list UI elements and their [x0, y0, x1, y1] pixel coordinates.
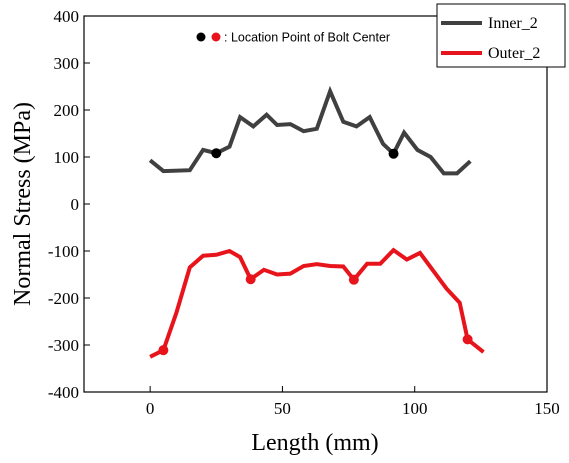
y-tick-label: 0: [71, 195, 80, 214]
series-layer: [148, 85, 485, 359]
plot-frame: [83, 15, 548, 393]
y-tick-label: -400: [48, 383, 79, 402]
legend-label-inner: Inner_2: [488, 15, 538, 32]
annotation: : Location Point of Bolt Center: [196, 31, 390, 45]
y-tick-label: 300: [54, 54, 80, 73]
bolt-center-point: [388, 148, 399, 159]
legend: Inner_2 Outer_2: [436, 3, 566, 68]
y-tick-label: -300: [48, 336, 79, 355]
x-tick-label: 150: [534, 399, 560, 418]
y-tick-label: 100: [54, 148, 80, 167]
x-tick-label: 100: [402, 399, 428, 418]
bolt-center-point: [158, 345, 169, 356]
series-line-outer-2: [149, 247, 485, 359]
bolt-center-point: [348, 274, 359, 285]
y-tick-label: 200: [54, 101, 80, 120]
series-line-inner-2: [148, 85, 472, 176]
legend-label-outer: Outer_2: [488, 45, 540, 62]
annotation-text: : Location Point of Bolt Center: [224, 31, 390, 45]
y-tick-label: 400: [54, 7, 80, 26]
bolt-center-point: [211, 148, 222, 159]
axis-ticks: 0 50 100 150 400 300 200 100 0 -100 -200 -300 -400: [48, 7, 560, 418]
bolt-center-point: [462, 334, 473, 345]
bolt-center-point: [245, 274, 256, 285]
annotation-red-dot: [211, 32, 221, 42]
annotation-black-dot: [196, 32, 206, 42]
x-tick-label: 50: [274, 399, 291, 418]
legend-box: [436, 3, 566, 68]
y-tick-label: -100: [48, 242, 79, 261]
y-axis-title: Normal Stress (MPa): [10, 102, 36, 306]
x-axis-title: Length (mm): [251, 430, 378, 456]
bolt-markers: [158, 148, 473, 356]
y-tick-label: -200: [48, 289, 79, 308]
x-tick-label: 0: [146, 399, 155, 418]
